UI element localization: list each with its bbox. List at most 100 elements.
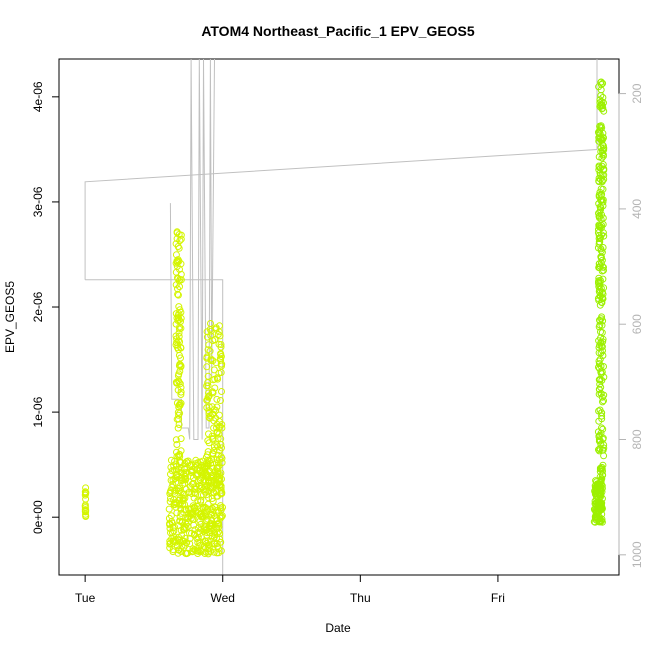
pressure-line-1 bbox=[84, 59, 598, 280]
data-point bbox=[205, 430, 212, 438]
data-point bbox=[173, 542, 181, 550]
data-point bbox=[599, 141, 607, 149]
data-point bbox=[207, 355, 215, 363]
data-point bbox=[173, 441, 181, 448]
data-point bbox=[596, 376, 604, 384]
data-point bbox=[177, 344, 185, 351]
data-point bbox=[189, 479, 197, 487]
y-axis: 0e+00 1e-06 2e-06 3e-06 4e-06 bbox=[31, 81, 59, 534]
data-point bbox=[216, 474, 224, 482]
data-point bbox=[595, 274, 603, 282]
x-tick-label: Tue bbox=[75, 591, 96, 605]
y-tick-label: 1e-06 bbox=[31, 396, 45, 427]
data-point bbox=[596, 238, 604, 246]
data-point bbox=[174, 317, 182, 324]
data-point bbox=[190, 503, 198, 511]
data-point bbox=[595, 480, 603, 488]
data-point bbox=[215, 447, 223, 454]
data-point bbox=[191, 531, 198, 539]
data-point bbox=[174, 546, 182, 554]
data-point bbox=[597, 81, 605, 88]
data-point bbox=[182, 524, 190, 532]
data-point bbox=[210, 366, 218, 374]
data-point bbox=[596, 321, 604, 329]
data-point bbox=[215, 369, 223, 377]
data-point bbox=[216, 332, 224, 340]
data-point bbox=[204, 477, 212, 484]
data-point bbox=[176, 517, 184, 525]
data-point bbox=[218, 388, 225, 395]
data-points bbox=[81, 78, 608, 558]
data-point bbox=[217, 341, 225, 348]
chart-title: ATOM4 Northeast_Pacific_1 EPV_GEOS5 bbox=[201, 23, 475, 39]
data-point bbox=[600, 452, 608, 460]
data-point bbox=[210, 424, 218, 432]
data-point bbox=[168, 467, 176, 475]
data-point bbox=[176, 306, 184, 314]
data-point bbox=[174, 337, 182, 345]
data-point bbox=[210, 481, 218, 489]
data-point bbox=[203, 333, 211, 341]
data-point bbox=[594, 295, 602, 302]
data-point bbox=[181, 506, 189, 514]
data-point bbox=[597, 134, 605, 142]
data-point bbox=[597, 284, 605, 292]
data-point bbox=[217, 343, 225, 351]
data-point bbox=[190, 521, 198, 529]
data-point bbox=[213, 549, 221, 557]
data-point bbox=[213, 464, 221, 472]
y-tick-label: 0e+00 bbox=[31, 500, 45, 534]
data-point bbox=[211, 531, 219, 539]
data-point bbox=[168, 518, 176, 525]
data-point bbox=[174, 408, 182, 416]
data-point bbox=[181, 534, 189, 542]
data-point bbox=[596, 380, 604, 388]
data-point bbox=[177, 384, 185, 391]
data-point bbox=[599, 104, 607, 112]
data-point bbox=[599, 244, 607, 251]
data-point bbox=[82, 510, 89, 518]
data-point bbox=[209, 388, 217, 396]
data-point bbox=[595, 385, 603, 393]
data-point bbox=[203, 353, 211, 361]
data-point bbox=[599, 275, 607, 283]
data-point bbox=[184, 459, 192, 467]
data-point bbox=[596, 490, 604, 498]
data-point bbox=[81, 504, 89, 512]
data-point bbox=[598, 409, 606, 417]
y2-axis: 200 400 600 800 1000 bbox=[618, 83, 644, 568]
data-point bbox=[203, 363, 211, 371]
data-point bbox=[595, 360, 603, 368]
data-point bbox=[214, 524, 222, 532]
data-point bbox=[177, 354, 184, 362]
data-point bbox=[218, 360, 226, 368]
data-point bbox=[596, 203, 604, 211]
data-point bbox=[202, 527, 210, 534]
data-point bbox=[211, 384, 219, 392]
data-point bbox=[205, 341, 213, 349]
data-point bbox=[82, 488, 90, 496]
data-point bbox=[204, 379, 212, 387]
data-point bbox=[593, 499, 601, 507]
data-point bbox=[213, 428, 221, 436]
data-point bbox=[204, 505, 212, 513]
data-point bbox=[82, 513, 90, 520]
data-point bbox=[598, 178, 606, 186]
data-point bbox=[183, 539, 191, 547]
data-point bbox=[177, 388, 185, 396]
data-point bbox=[184, 510, 192, 518]
data-point bbox=[190, 546, 198, 554]
data-point bbox=[184, 513, 191, 521]
data-point bbox=[185, 488, 193, 496]
data-point bbox=[597, 206, 604, 214]
data-point bbox=[595, 129, 603, 137]
data-point bbox=[598, 412, 606, 420]
data-point bbox=[174, 522, 182, 529]
data-point bbox=[201, 488, 209, 496]
data-point bbox=[596, 355, 604, 363]
data-point bbox=[172, 478, 180, 486]
data-point bbox=[173, 473, 181, 481]
data-point bbox=[204, 393, 212, 401]
data-point bbox=[175, 533, 183, 541]
data-point bbox=[202, 548, 210, 556]
